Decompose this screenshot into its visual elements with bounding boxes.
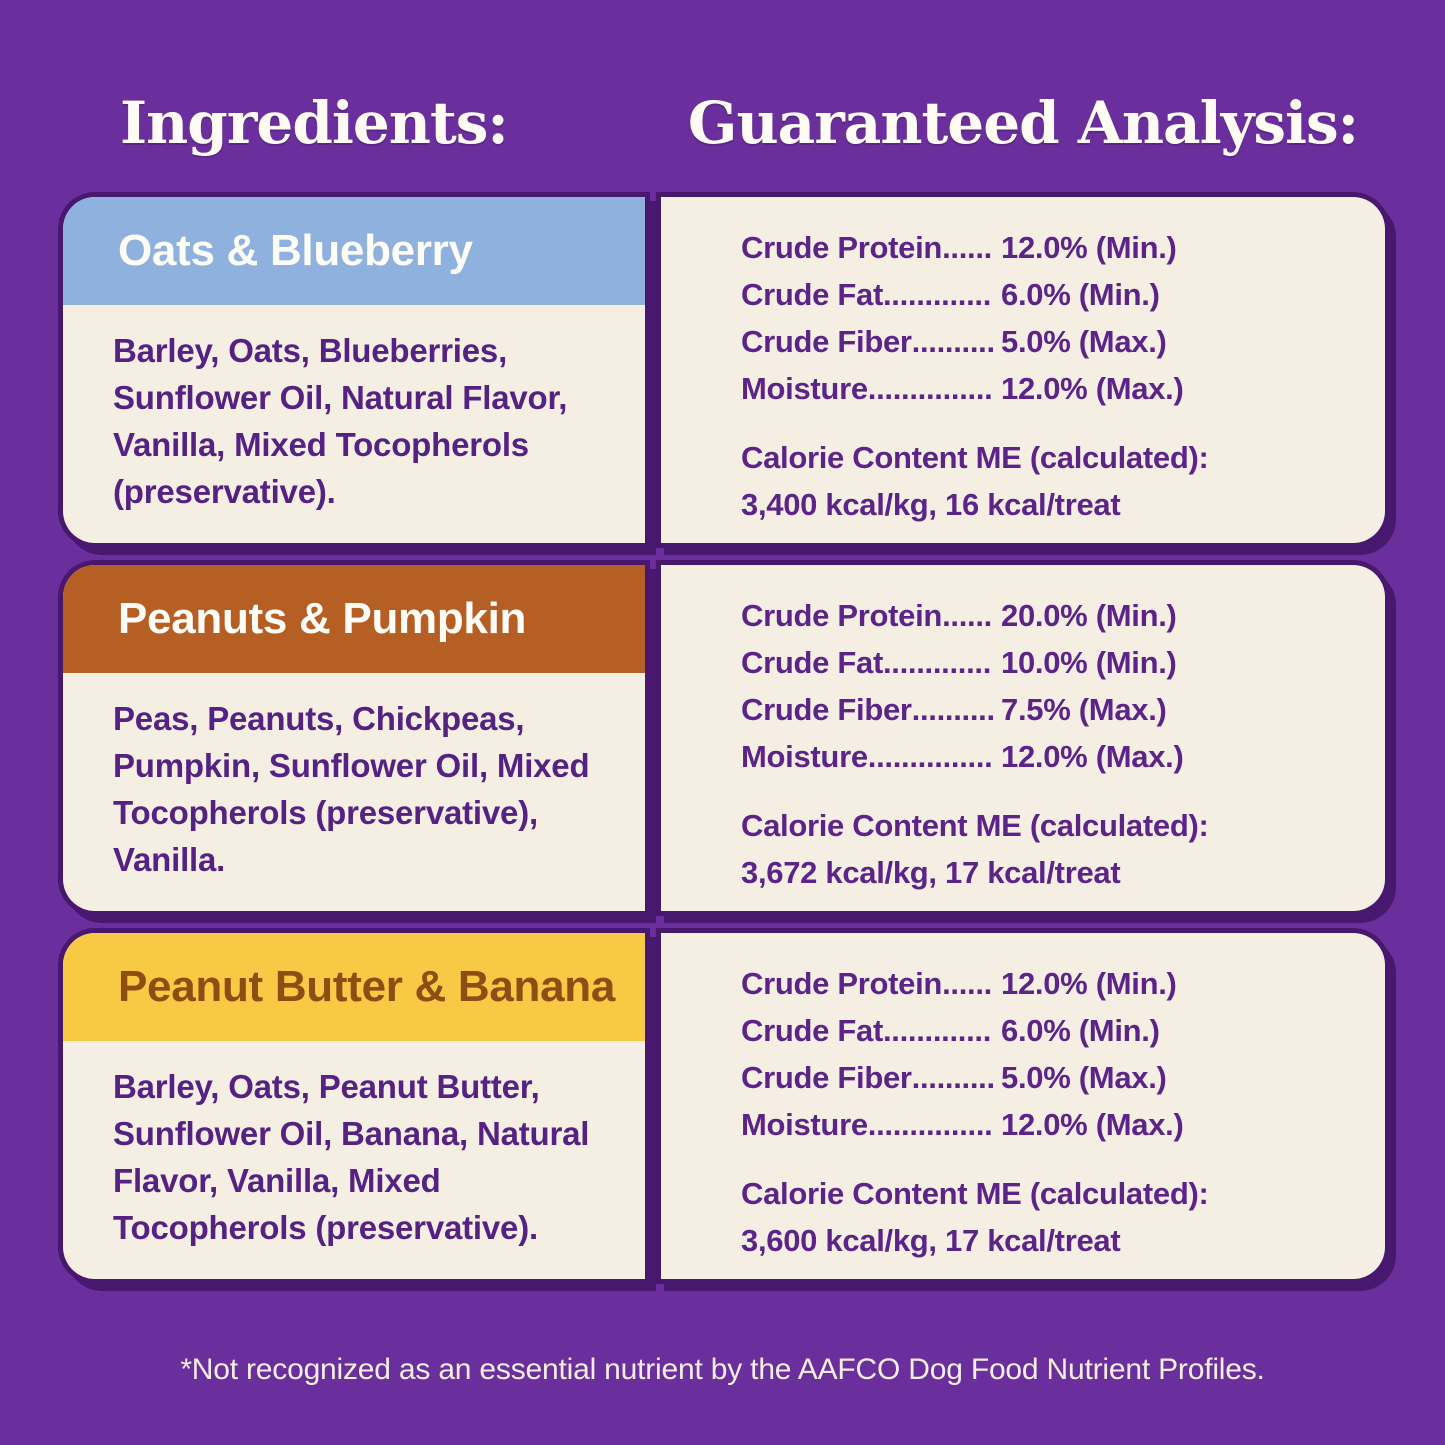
analysis-body-peanuts-pumpkin: Crude Protein 20.0% (Min.) Crude Fat 10.…	[661, 565, 1385, 896]
aafco-footnote: *Not recognized as an essential nutrient…	[180, 1353, 1265, 1386]
nutrient-label: Crude Fat	[741, 277, 883, 312]
nutrient-value: 20.0% (Min.)	[1001, 598, 1177, 633]
analysis-row-crude-fiber: Crude Fiber 5.0% (Max.)	[741, 1054, 1349, 1101]
ingredients-card-peanuts-pumpkin: Peanuts & Pumpkin Peas, Peanuts, Chickpe…	[63, 565, 645, 911]
ingredients-heading: Ingredients:	[120, 89, 509, 157]
flavor-band-peanut-butter-banana: Peanut Butter & Banana	[63, 933, 645, 1041]
calorie-value: 3,672 kcal/kg, 17 kcal/treat	[741, 855, 1121, 890]
calorie-heading: Calorie Content ME (calculated):	[741, 440, 1209, 475]
dot-leader	[912, 1054, 993, 1101]
calorie-heading: Calorie Content ME (calculated):	[741, 1176, 1209, 1211]
nutrient-value: 7.5% (Max.)	[1001, 692, 1167, 727]
nutrient-value: 5.0% (Max.)	[1001, 1060, 1167, 1095]
analysis-row-moisture: Moisture 12.0% (Max.)	[741, 1101, 1349, 1148]
dot-leader	[868, 733, 993, 780]
analysis-row-crude-fat: Crude Fat 6.0% (Min.)	[741, 271, 1349, 318]
flavor-cards-grid: Oats & Blueberry Barley, Oats, Blueberri…	[63, 197, 1385, 1279]
nutrient-value: 10.0% (Min.)	[1001, 645, 1177, 680]
nutrient-value: 6.0% (Min.)	[1001, 277, 1160, 312]
nutrient-label: Crude Fiber	[741, 1060, 912, 1095]
nutrient-value: 12.0% (Min.)	[1001, 230, 1177, 265]
nutrient-label: Crude Fat	[741, 1013, 883, 1048]
flavor-title-peanuts-pumpkin: Peanuts & Pumpkin	[118, 594, 527, 643]
ingredients-text-peanut-butter-banana: Barley, Oats, Peanut Butter, Sunflower O…	[113, 1068, 590, 1246]
nutrient-label: Crude Protein	[741, 966, 943, 1001]
analysis-card-peanut-butter-banana: Crude Protein 12.0% (Min.) Crude Fat 6.0…	[661, 933, 1385, 1279]
ingredients-text-peanuts-pumpkin: Peas, Peanuts, Chickpeas, Pumpkin, Sunfl…	[113, 700, 590, 878]
analysis-row-moisture: Moisture 12.0% (Max.)	[741, 365, 1349, 412]
nutrient-value: 12.0% (Max.)	[1001, 1107, 1184, 1142]
calorie-content-block: Calorie Content ME (calculated): 3,400 k…	[741, 434, 1349, 528]
analysis-row-crude-fiber: Crude Fiber 5.0% (Max.)	[741, 318, 1349, 365]
dot-leader	[942, 224, 993, 271]
dot-leader	[883, 1007, 993, 1054]
flavor-band-oats-blueberry: Oats & Blueberry	[63, 197, 645, 305]
analysis-card-peanuts-pumpkin: Crude Protein 20.0% (Min.) Crude Fat 10.…	[661, 565, 1385, 911]
nutrient-label: Moisture	[741, 739, 868, 774]
calorie-value: 3,600 kcal/kg, 17 kcal/treat	[741, 1223, 1121, 1258]
analysis-row-crude-protein: Crude Protein 12.0% (Min.)	[741, 960, 1349, 1007]
dot-leader	[942, 960, 993, 1007]
analysis-row-crude-fat: Crude Fat 6.0% (Min.)	[741, 1007, 1349, 1054]
dot-leader	[912, 318, 993, 365]
analysis-row-moisture: Moisture 12.0% (Max.)	[741, 733, 1349, 780]
analysis-row-crude-protein: Crude Protein 20.0% (Min.)	[741, 592, 1349, 639]
section-headers: Ingredients: Guaranteed Analysis:	[63, 0, 1385, 160]
dot-leader	[883, 639, 993, 686]
ingredients-card-oats-blueberry: Oats & Blueberry Barley, Oats, Blueberri…	[63, 197, 645, 543]
nutrient-label: Crude Fiber	[741, 324, 912, 359]
nutrient-value: 12.0% (Max.)	[1001, 371, 1184, 406]
ingredients-card-peanut-butter-banana: Peanut Butter & Banana Barley, Oats, Pea…	[63, 933, 645, 1279]
nutrient-value: 5.0% (Max.)	[1001, 324, 1167, 359]
nutrient-value: 12.0% (Min.)	[1001, 966, 1177, 1001]
calorie-content-block: Calorie Content ME (calculated): 3,600 k…	[741, 1170, 1349, 1264]
nutrient-label: Crude Protein	[741, 230, 943, 265]
nutrient-label: Moisture	[741, 371, 868, 406]
analysis-body-oats-blueberry: Crude Protein 12.0% (Min.) Crude Fat 6.0…	[661, 197, 1385, 528]
nutrient-value: 6.0% (Min.)	[1001, 1013, 1160, 1048]
dot-leader	[868, 365, 993, 412]
calorie-content-block: Calorie Content ME (calculated): 3,672 k…	[741, 802, 1349, 896]
nutrient-value: 12.0% (Max.)	[1001, 739, 1184, 774]
analysis-body-peanut-butter-banana: Crude Protein 12.0% (Min.) Crude Fat 6.0…	[661, 933, 1385, 1264]
ingredients-text-oats-blueberry: Barley, Oats, Blueberries, Sunflower Oil…	[113, 332, 568, 510]
nutrient-label: Moisture	[741, 1107, 868, 1142]
dot-leader	[912, 686, 993, 733]
calorie-value: 3,400 kcal/kg, 16 kcal/treat	[741, 487, 1121, 522]
calorie-heading: Calorie Content ME (calculated):	[741, 808, 1209, 843]
analysis-card-oats-blueberry: Crude Protein 12.0% (Min.) Crude Fat 6.0…	[661, 197, 1385, 543]
dot-leader	[942, 592, 993, 639]
nutrient-label: Crude Fiber	[741, 692, 912, 727]
dot-leader	[883, 271, 993, 318]
flavor-band-peanuts-pumpkin: Peanuts & Pumpkin	[63, 565, 645, 673]
analysis-row-crude-fiber: Crude Fiber 7.5% (Max.)	[741, 686, 1349, 733]
analysis-row-crude-protein: Crude Protein 12.0% (Min.)	[741, 224, 1349, 271]
analysis-row-crude-fat: Crude Fat 10.0% (Min.)	[741, 639, 1349, 686]
flavor-title-peanut-butter-banana: Peanut Butter & Banana	[118, 962, 616, 1011]
nutrient-label: Crude Fat	[741, 645, 883, 680]
dot-leader	[868, 1101, 993, 1148]
guaranteed-analysis-heading: Guaranteed Analysis:	[687, 89, 1359, 157]
flavor-title-oats-blueberry: Oats & Blueberry	[118, 226, 473, 275]
nutrient-label: Crude Protein	[741, 598, 943, 633]
